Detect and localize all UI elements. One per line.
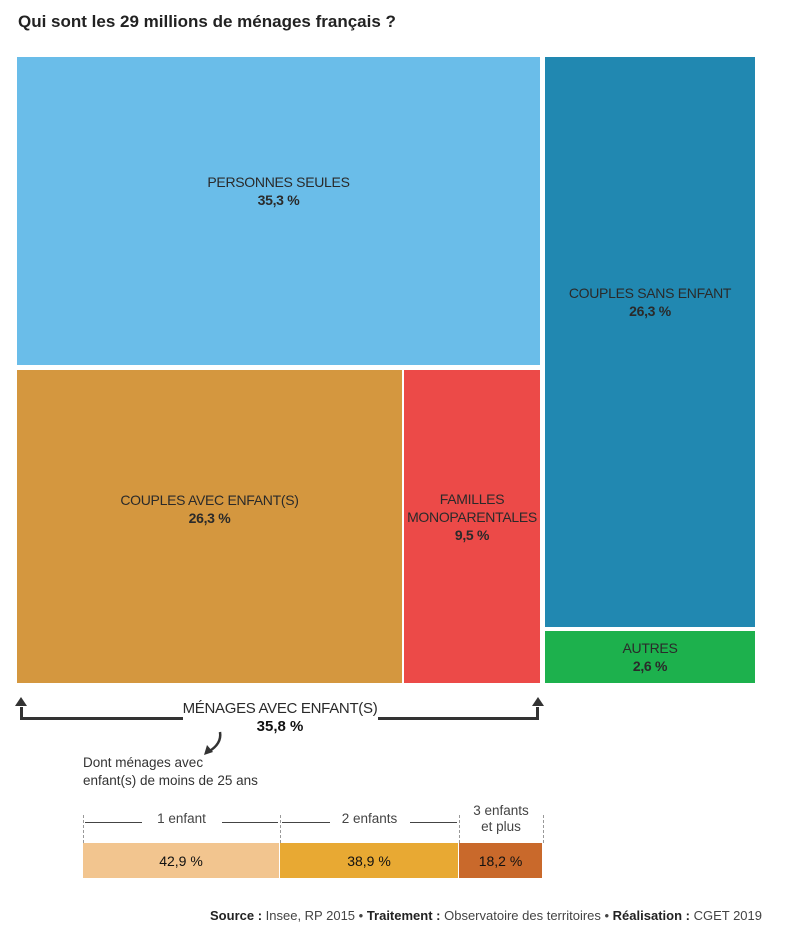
curved-arrow-icon	[204, 731, 222, 755]
realisation-label: Réalisation :	[612, 908, 690, 923]
sub-bar-segment: 18,2 %	[459, 843, 542, 878]
treemap-cell: COUPLES AVEC ENFANT(S) 26,3 %	[17, 370, 402, 683]
dimension-tick	[83, 815, 84, 843]
arrow-up-left-icon	[15, 697, 27, 706]
arrow-up-right-icon	[532, 697, 544, 706]
cell-label: AUTRES	[622, 640, 678, 656]
cell-value: 26,3 %	[629, 303, 671, 319]
cell-label: FAMILLES MONOPARENTALES	[407, 490, 537, 525]
cell-value: 26,3 %	[188, 509, 231, 526]
group-value: 35,8 %	[256, 718, 304, 735]
cell-value: 35,3 %	[257, 192, 300, 208]
source-line: Source : Insee, RP 2015 • Traitement : O…	[210, 908, 762, 923]
page-title: Qui sont les 29 millions de ménages fran…	[18, 12, 396, 31]
sub-bar-label: 2 enfants	[329, 811, 410, 827]
group-bracket-right	[378, 707, 539, 720]
traitement-label: Traitement :	[366, 908, 441, 923]
cell-label: COUPLES SANS ENFANT	[568, 285, 732, 301]
treemap-cell: COUPLES SANS ENFANT 26,3 %	[545, 57, 755, 627]
treemap-cell: PERSONNES SEULES 35,3 %	[17, 57, 540, 365]
cell-value: 2,6 %	[632, 658, 668, 674]
realisation-text: CGET 2019	[689, 908, 762, 923]
dimension-tick	[543, 815, 544, 843]
sub-bar-segment: 38,9 %	[280, 843, 458, 878]
source-text: Insee, RP 2015 •	[262, 908, 367, 923]
cell-label: PERSONNES SEULES	[207, 174, 350, 190]
group-label: MÉNAGES AVEC ENFANT(S)	[182, 700, 378, 717]
group-bracket-left	[20, 707, 183, 720]
dimension-tick	[459, 815, 460, 843]
sub-bar-segment: 42,9 %	[83, 843, 279, 878]
source-label: Source :	[210, 908, 263, 923]
cell-label: COUPLES AVEC ENFANT(S)	[120, 491, 299, 508]
treemap-cell: AUTRES 2,6 %	[545, 631, 755, 683]
sub-chart-note: Dont ménages avec enfant(s) de moins de …	[83, 755, 258, 788]
treemap-cell: FAMILLES MONOPARENTALES 9,5 %	[404, 370, 540, 683]
cell-value: 9,5 %	[454, 526, 490, 543]
traitement-text: Observatoire des territoires •	[440, 908, 613, 923]
dimension-tick	[280, 815, 281, 843]
sub-bar-label: 1 enfant	[141, 811, 222, 827]
sub-bar-label: 3 enfants et plus	[461, 803, 541, 835]
